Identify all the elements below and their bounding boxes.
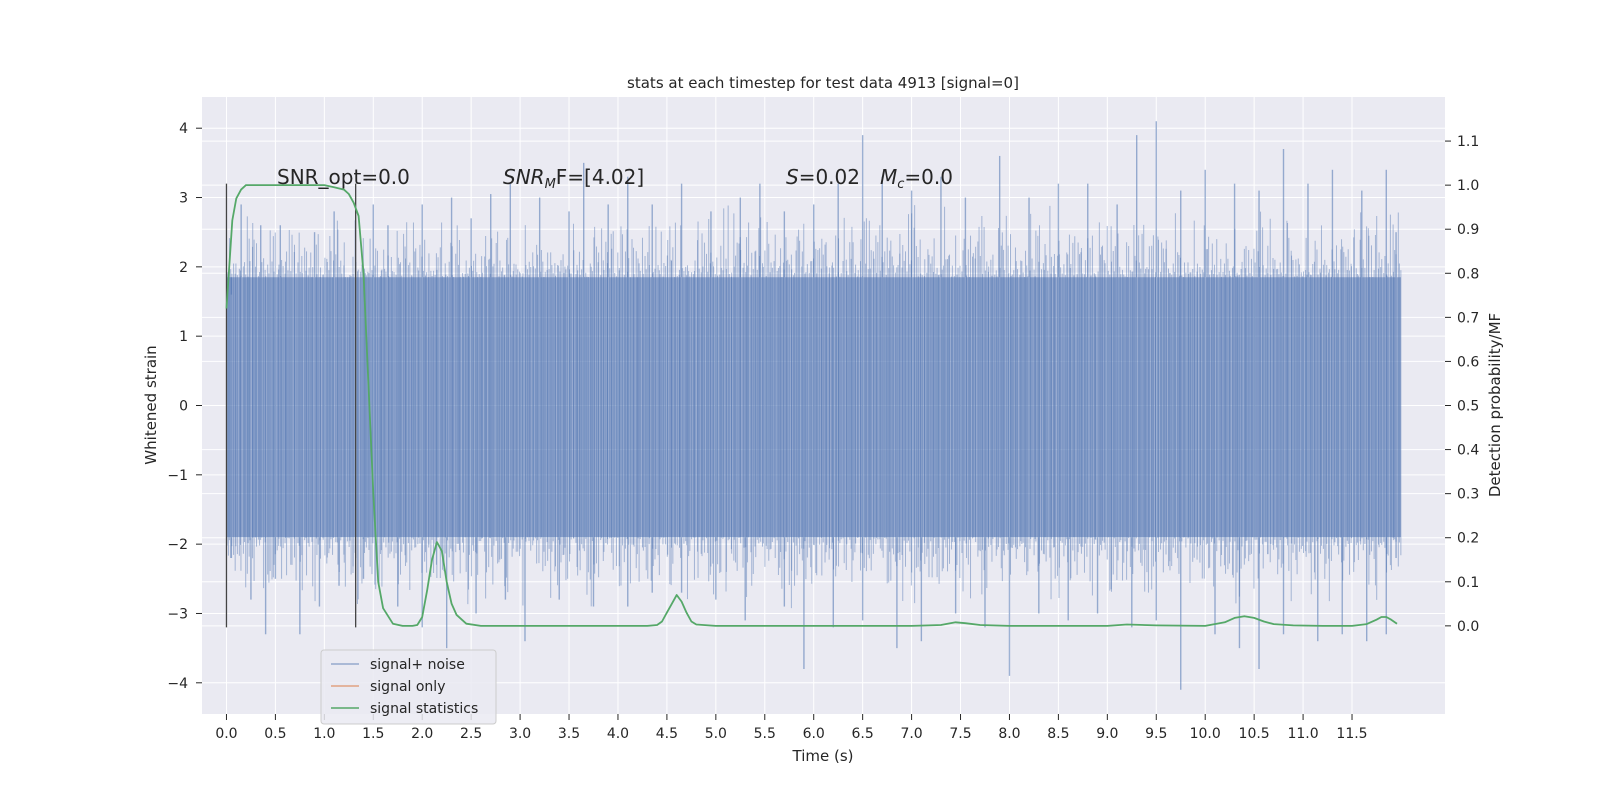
right-y-tick-label: 0.3: [1457, 487, 1479, 503]
noise-series: [226, 121, 1402, 690]
snr-opt-annotation: SNR_opt=0.0: [277, 165, 410, 189]
x-tick-label: 1.5: [362, 726, 384, 742]
x-tick-label: 9.0: [1096, 726, 1118, 742]
snr-mf-subscript: M: [545, 177, 556, 192]
x-tick-label: 7.5: [949, 726, 971, 742]
snr-mf-annotation: SNRMF=[4.02]: [503, 165, 644, 192]
left-y-tick-label: −4: [167, 676, 188, 692]
legend-label-signal-only: signal only: [370, 679, 445, 695]
x-axis-label: Time (s): [792, 747, 854, 765]
left-y-tick-label: −1: [167, 468, 188, 484]
x-tick-label: 2.5: [460, 726, 482, 742]
x-tick-label: 4.0: [607, 726, 629, 742]
x-tick-label: 8.5: [1047, 726, 1069, 742]
s-value: =0.02: [799, 165, 860, 189]
window-markers: [225, 183, 357, 628]
right-y-tick-label: 1.0: [1457, 178, 1479, 194]
x-tick-label: 9.5: [1145, 726, 1167, 742]
x-tick-label: 8.0: [998, 726, 1020, 742]
x-tick-label: 5.5: [754, 726, 776, 742]
x-tick-label: 5.0: [705, 726, 727, 742]
left-y-tick-label: −2: [167, 537, 188, 553]
left-y-tick-label: 2: [179, 260, 188, 276]
chart-title: stats at each timestep for test data 491…: [627, 74, 1019, 92]
mc-annotation: Mc=0.0: [880, 165, 953, 192]
mc-label: M: [880, 165, 897, 189]
x-tick-label: 1.0: [313, 726, 335, 742]
legend: signal+ noise signal only signal statist…: [320, 649, 497, 725]
s-label: S: [786, 165, 799, 189]
right-y-tick-label: 0.0: [1457, 619, 1479, 635]
noise-band: [226, 277, 1401, 538]
mc-value: =0.0: [904, 165, 953, 189]
x-tick-label: 10.5: [1239, 726, 1270, 742]
right-y-tick-label: 0.1: [1457, 575, 1479, 591]
left-y-tick-label: −3: [167, 606, 188, 622]
legend-label-noise: signal+ noise: [370, 657, 465, 673]
x-tick-label: 11.0: [1287, 726, 1318, 742]
statistics-series: [225, 184, 1398, 627]
left-y-tick-label: 0: [179, 399, 188, 415]
x-tick-label: 11.5: [1336, 726, 1367, 742]
x-tick-label: 3.5: [558, 726, 580, 742]
left-y-tick-label: 3: [179, 191, 188, 207]
x-tick-label: 6.0: [803, 726, 825, 742]
mc-subscript: c: [897, 177, 904, 192]
right-y-tick-label: 0.4: [1457, 443, 1479, 459]
left-y-axis-label: Whitened strain: [142, 345, 160, 464]
left-y-tick-label: 4: [179, 121, 188, 137]
right-y-tick-label: 0.6: [1457, 354, 1479, 370]
x-tick-label: 4.5: [656, 726, 678, 742]
snr-mf-suffix: F=[4.02]: [556, 165, 644, 189]
right-y-tick-label: 0.5: [1457, 399, 1479, 415]
x-tick-label: 0.5: [264, 726, 286, 742]
x-axis: 0.0 0.5 1.0 1.5 2.0 2.5 3.0 3.5 4.0 4.5 5.0 5.5 6.0 6…: [215, 714, 1368, 742]
right-y-tick-label: 0.2: [1457, 531, 1479, 547]
right-y-tick-label: 0.7: [1457, 310, 1479, 326]
right-y-tick-label: 0.9: [1457, 222, 1479, 238]
legend-box: [320, 649, 497, 725]
x-tick-label: 7.0: [900, 726, 922, 742]
right-y-axis-label: Detection probability/MF: [1486, 313, 1504, 497]
x-tick-label: 0.0: [215, 726, 237, 742]
right-y-tick-label: 1.1: [1457, 134, 1479, 150]
right-y-tick-label: 0.8: [1457, 266, 1479, 282]
legend-label-statistics: signal statistics: [370, 701, 478, 717]
right-y-axis: 1.1 1.0 0.9 0.8 0.7 0.6 0.5 0.4 0.3 0.2 0.1 0.0: [1445, 134, 1479, 635]
snr-mf-prefix: SNR: [503, 165, 545, 189]
x-tick-label: 3.0: [509, 726, 531, 742]
x-tick-label: 10.0: [1190, 726, 1221, 742]
left-y-axis: 4 3 2 1 0 −1 −2 −3 −4: [167, 121, 202, 692]
s-annotation: S=0.02: [786, 165, 860, 189]
x-tick-label: 6.5: [852, 726, 874, 742]
statistics-line: [225, 184, 1398, 627]
x-tick-label: 2.0: [411, 726, 433, 742]
left-y-tick-label: 1: [179, 329, 188, 345]
